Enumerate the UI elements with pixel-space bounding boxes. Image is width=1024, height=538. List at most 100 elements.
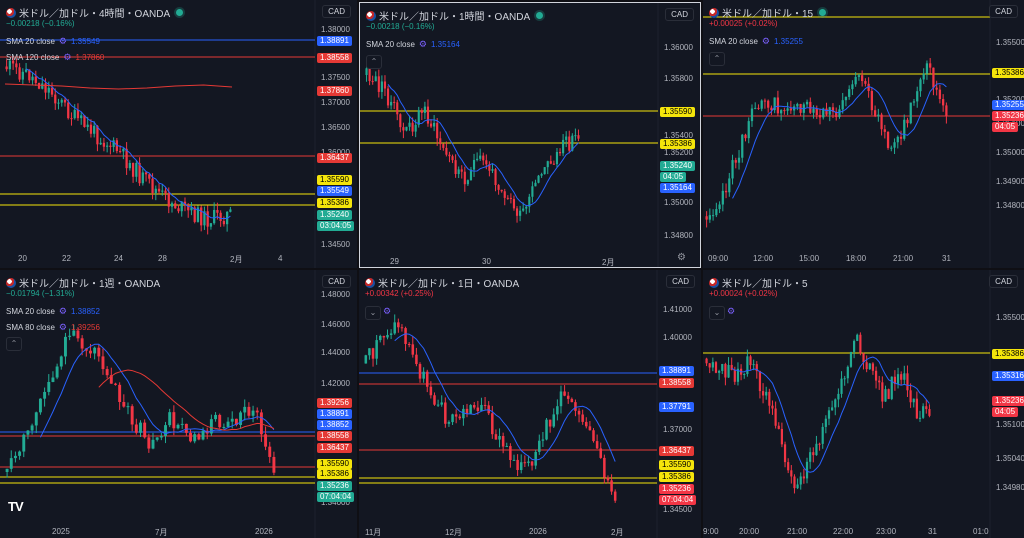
candle-body: [213, 210, 216, 224]
candle-body: [177, 208, 180, 212]
collapse-indicators-button[interactable]: ⌄: [709, 306, 725, 320]
indicator-sma80[interactable]: SMA 80 close ⚙ 1.39256: [6, 322, 100, 332]
candle: [828, 106, 831, 122]
currency-selector[interactable]: CAD: [665, 8, 694, 21]
chart-canvas[interactable]: [703, 270, 1024, 538]
chart-panel-5m[interactable]: 米ドル／加ドル・5 +0.00024 (+0.02%) ⌄ ⚙ CAD 1.35…: [703, 270, 1024, 538]
moving-average-line[interactable]: [732, 83, 947, 199]
candle-body: [135, 163, 138, 177]
settings-icon[interactable]: ⚙: [761, 36, 770, 46]
chart-settings-icon[interactable]: ⚙: [677, 252, 686, 263]
moving-average-line[interactable]: [394, 333, 616, 462]
candle: [184, 423, 188, 436]
candle-body: [54, 94, 57, 104]
chart-canvas[interactable]: [703, 0, 1024, 268]
candle: [368, 348, 371, 360]
chart-canvas[interactable]: [360, 3, 701, 268]
candle-body: [789, 108, 792, 111]
indicator-sma20[interactable]: SMA 20 close ⚙ 1.35549: [6, 36, 100, 46]
candle-body: [426, 106, 430, 124]
candle: [205, 427, 209, 440]
chart-panel-1w[interactable]: 米ドル／加ドル・1週・OANDA −0.01794 (−1.31%) SMA 2…: [0, 270, 357, 538]
candle-body: [831, 107, 835, 112]
settings-icon[interactable]: ⚙: [58, 306, 67, 316]
currency-selector[interactable]: CAD: [322, 275, 351, 288]
candle: [761, 383, 765, 404]
candle: [851, 80, 854, 96]
currency-selector[interactable]: CAD: [989, 5, 1018, 18]
candle: [925, 60, 929, 80]
chart-canvas[interactable]: [359, 270, 701, 538]
candle: [463, 166, 466, 192]
candle: [451, 154, 454, 164]
candle: [815, 105, 818, 119]
moving-average-line[interactable]: [25, 68, 231, 220]
indicator-sma20[interactable]: SMA 20 close ⚙ 1.35255: [709, 36, 803, 46]
candle: [938, 84, 942, 104]
candle: [906, 365, 909, 398]
candle-body: [436, 404, 440, 406]
settings-icon[interactable]: ⚙: [58, 322, 67, 332]
candle-body: [780, 428, 784, 445]
candle: [848, 85, 851, 100]
tradingview-logo[interactable]: TV: [8, 499, 24, 514]
candle-body: [727, 364, 730, 378]
candle: [168, 408, 172, 428]
settings-icon[interactable]: ⚙: [418, 39, 427, 49]
candle: [34, 411, 38, 434]
collapse-indicators-button[interactable]: ⌃: [709, 52, 725, 66]
moving-average-line[interactable]: [387, 83, 579, 207]
chart-canvas[interactable]: [0, 0, 357, 268]
candle-body: [906, 119, 909, 124]
candle-body: [30, 425, 34, 431]
moving-average-line[interactable]: [4, 83, 233, 90]
candle: [896, 135, 899, 149]
candle-body: [796, 484, 799, 489]
chart-panel-1d[interactable]: 米ドル／加ドル・1日・OANDA +0.00342 (+0.25%) ⌄ ⚙ C…: [359, 270, 701, 538]
candle: [80, 111, 83, 125]
indicator-sma20[interactable]: SMA 20 close ⚙ 1.38852: [6, 306, 100, 316]
settings-icon[interactable]: ⚙: [383, 306, 392, 316]
candle: [13, 451, 17, 463]
collapse-indicators-button[interactable]: ⌃: [6, 337, 22, 351]
candle-body: [57, 102, 60, 104]
chart-panel-15m[interactable]: 米ドル／加ドル・15 +0.00025 (+0.02%) SMA 20 clos…: [703, 0, 1024, 268]
candle-body: [774, 408, 777, 426]
candle-body: [407, 343, 411, 345]
candle-body: [711, 215, 715, 217]
candle: [574, 128, 577, 141]
candle: [114, 382, 117, 386]
currency-selector[interactable]: CAD: [666, 275, 695, 288]
candle-body: [856, 334, 859, 341]
price-tag: 1.35236: [659, 484, 694, 494]
candle-body: [571, 135, 574, 151]
collapse-indicators-button[interactable]: ⌄: [365, 306, 381, 320]
settings-icon[interactable]: ⚙: [727, 306, 736, 316]
candle-body: [884, 389, 887, 402]
indicator-sma20[interactable]: SMA 20 close ⚙ 1.35164: [366, 39, 460, 49]
moving-average-line[interactable]: [98, 369, 275, 431]
currency-selector[interactable]: CAD: [322, 5, 351, 18]
collapse-indicators-button[interactable]: ⌃: [366, 55, 382, 69]
settings-icon[interactable]: ⚙: [58, 36, 67, 46]
candle: [900, 371, 903, 386]
candle-body: [229, 209, 232, 212]
candle-body: [540, 174, 543, 176]
flag-icon: [709, 7, 719, 18]
indicator-sma120[interactable]: SMA 120 close ⚙ 1.37860: [6, 52, 105, 62]
moving-average-line[interactable]: [39, 343, 275, 438]
chart-panel-4h[interactable]: 米ドル／加ドル・4時間・OANDA −0.00218 (−0.16%) SMA …: [0, 0, 357, 268]
moving-average-line[interactable]: [731, 356, 930, 473]
candle: [497, 184, 500, 195]
chart-panel-1h[interactable]: 米ドル／加ドル・1時間・OANDA −0.00218 (−0.16%) SMA …: [359, 2, 701, 268]
candle: [491, 163, 494, 174]
currency-selector[interactable]: CAD: [989, 275, 1018, 288]
candle-body: [422, 371, 425, 379]
chart-canvas[interactable]: [0, 270, 357, 538]
candle: [83, 115, 86, 128]
candle: [259, 409, 263, 442]
settings-icon[interactable]: ⚙: [63, 52, 72, 62]
time-tick-label: 2025: [52, 527, 70, 536]
candle: [942, 94, 945, 112]
candle: [854, 72, 857, 87]
